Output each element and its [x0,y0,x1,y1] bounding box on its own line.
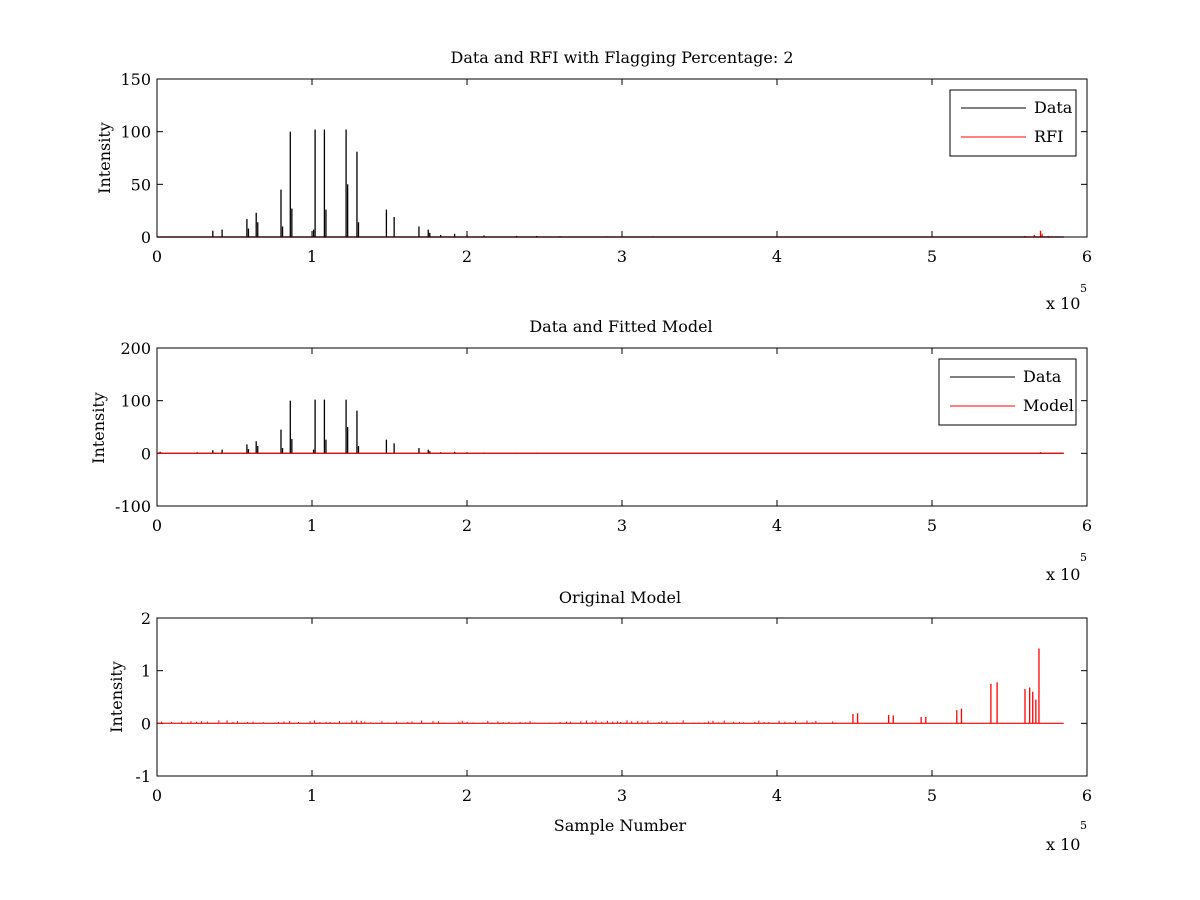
subplot-2: Data and Fitted Model Intensity 0 1 2 3 4 5 6 -… [89,317,1092,584]
subplot-1-legend: Data RFI [949,89,1077,157]
subplot-3-ytick-label: -1 [135,767,151,786]
subplot-1-legend-box [949,89,1077,157]
subplot-1-xtick-label: 4 [772,247,782,266]
subplot-2-xtick-label: 5 [927,516,937,535]
subplot-3-x-multiplier: x 10 5 [1046,819,1087,854]
subplot-1: Data and RFI with Flagging Percentage: 2… [95,48,1092,313]
subplot-2-x-multiplier-exponent: 5 [1080,551,1087,564]
subplot-3-x-multiplier-base: x 10 [1046,835,1080,854]
subplot-2-plot-area [157,399,1064,454]
subplot-2-ylabel: Intensity [89,392,108,464]
subplot-1-ylabel: Intensity [95,122,114,194]
subplot-2-x-multiplier: x 10 5 [1046,551,1087,584]
subplot-1-xtick-label: 3 [617,247,627,266]
subplot-2-legend-box [938,358,1077,426]
subplot-1-xtick-label: 2 [462,247,472,266]
subplot-2-xtick-label: 1 [307,516,317,535]
subplot-2-ytick-label: 0 [141,444,151,463]
subplot-2-xtick-label: 2 [462,516,472,535]
subplot-3-title: Original Model [559,588,681,607]
subplot-1-x-multiplier-exponent: 5 [1080,282,1087,295]
subplot-2-legend: Data Model [938,358,1077,426]
subplot-1-frame [156,78,1088,238]
subplot-3: Original Model Intensity Sample Number 0… [107,588,1092,854]
subplot-1-ytick-label: 50 [131,175,151,194]
subplot-2-x-multiplier-base: x 10 [1046,565,1080,584]
subplot-3-xtick-label: 0 [152,786,162,805]
subplot-3-plot-area [157,648,1064,724]
subplot-1-title: Data and RFI with Flagging Percentage: 2 [450,48,793,67]
subplot-2-title: Data and Fitted Model [529,317,712,336]
subplot-2-ytick-label: 200 [120,339,151,358]
subplot-2-ytick-label: 100 [120,392,151,411]
subplot-2-ytick-label: -100 [115,497,151,516]
subplot-3-xtick-label: 5 [927,786,937,805]
subplot-2-legend-label-model: Model [1023,396,1074,415]
subplot-1-legend-label-rfi: RFI [1034,127,1063,146]
subplot-3-xtick-label: 4 [772,786,782,805]
subplot-1-xtick-label: 1 [307,247,317,266]
subplot-2-xtick-label: 4 [772,516,782,535]
subplot-2-xtick-label: 3 [617,516,627,535]
subplot-2-xtick-label: 0 [152,516,162,535]
subplot-1-xtick-label: 0 [152,247,162,266]
subplot-3-xtick-label: 1 [307,786,317,805]
subplot-3-x-multiplier-exponent: 5 [1080,819,1087,832]
subplot-1-xtick-label: 6 [1082,247,1092,266]
subplot-3-xtick-label: 6 [1082,786,1092,805]
subplot-2-frame [156,347,1088,507]
subplot-1-ytick-label: 100 [120,123,151,142]
subplot-1-x-multiplier-base: x 10 [1046,294,1080,313]
subplot-1-xtick-label: 5 [927,247,937,266]
subplot-3-frame [156,617,1088,777]
subplot-3-xtick-label: 3 [617,786,627,805]
subplot-3-xlabel: Sample Number [554,816,687,835]
subplot-3-xtick-label: 2 [462,786,472,805]
subplot-1-x-multiplier: x 10 5 [1046,282,1087,313]
subplot-3-ytick-label: 2 [141,609,151,628]
subplot-3-ytick-label: 0 [141,714,151,733]
subplot-2-legend-label-data: Data [1023,367,1062,386]
subplot-1-ytick-label: 150 [120,70,151,89]
subplot-3-ylabel: Intensity [107,661,126,733]
subplot-2-xtick-label: 6 [1082,516,1092,535]
subplot-1-legend-label-data: Data [1034,98,1073,117]
subplot-1-ytick-label: 0 [141,228,151,247]
subplot-3-ytick-label: 1 [141,662,151,681]
